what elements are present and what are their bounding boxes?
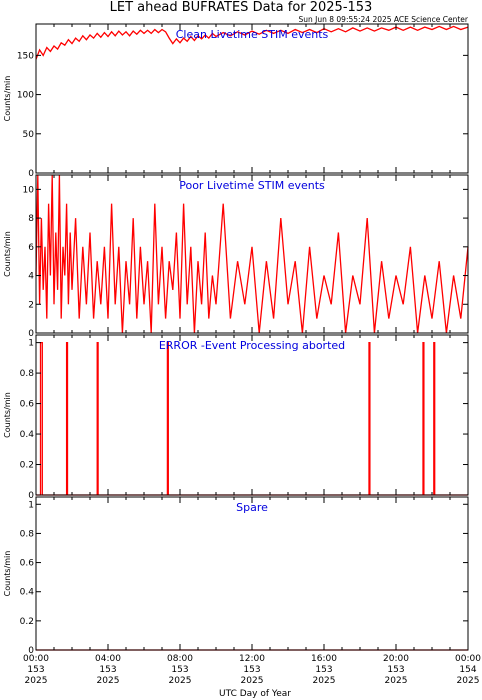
panel-frame (35, 334, 469, 496)
panel-2: 0 2 4 6 8 10 Poor Livetime STIM events Counts/m… (3, 174, 469, 339)
x-tick-label: 08:00 (167, 654, 193, 664)
panel-3: 0 0.2 0.4 0.6 0.8 1 ERROR -Event Processing ab… (3, 334, 469, 501)
panel-frame (35, 23, 469, 174)
panel-title: Spare (236, 501, 268, 514)
panel-frame (35, 496, 469, 651)
y-axis-label: Counts/min (3, 231, 12, 277)
y-tick-label: 1 (28, 339, 34, 349)
x-tick-label: 20:00 (383, 654, 409, 664)
y-tick-label: 0 (28, 169, 34, 179)
x-tick-label: 2025 (313, 676, 336, 686)
x-tick-label: 153 (171, 665, 188, 675)
x-tick-label: 16:00 (311, 654, 337, 664)
x-tick-label: 153 (315, 665, 332, 675)
x-tick-label: 2025 (25, 676, 48, 686)
y-tick-label: 50 (23, 130, 35, 140)
panel-title: ERROR -Event Processing aborted (159, 339, 345, 352)
y-tick-label: 2 (28, 300, 34, 310)
series-trace (35, 25, 469, 60)
timestamp-stamp: Sun Jun 8 09:55:24 2025 ACE Science Cent… (298, 15, 468, 24)
y-tick-label: 4 (28, 272, 34, 282)
y-tick-label: 0 (28, 329, 34, 339)
y-tick-label: 0.2 (20, 617, 34, 627)
panel-1: 0 50 100 150 Clean Livetime STIM events Count… (3, 23, 469, 179)
x-tick-label: 2025 (169, 676, 192, 686)
x-tick-label: 00:00 (455, 654, 481, 664)
y-tick-label: 150 (17, 51, 34, 61)
panel-title: Poor Livetime STIM events (179, 179, 325, 192)
x-tick-label: 153 (387, 665, 404, 675)
y-tick-label: 8 (28, 214, 34, 224)
y-axis-label: Counts/min (3, 76, 12, 122)
y-tick-label: 6 (28, 243, 34, 253)
y-tick-label: 100 (17, 91, 34, 101)
y-axis-label: Counts/min (3, 551, 12, 597)
x-tick-label: 2025 (457, 676, 480, 686)
chart-title: LET ahead BUFRATES Data for 2025-153 (110, 0, 373, 15)
series-trace (36, 341, 468, 496)
x-tick-label: 153 (243, 665, 260, 675)
x-tick-label: 153 (99, 665, 116, 675)
y-tick-label: 10 (23, 185, 35, 195)
x-tick-label: 154 (459, 665, 476, 675)
y-tick-label: 0.4 (20, 430, 35, 440)
y-tick-label: 0.6 (20, 400, 35, 410)
y-tick-label: 0.6 (20, 559, 35, 569)
y-tick-label: 0 (28, 491, 34, 501)
x-tick-label: 2025 (385, 676, 408, 686)
y-tick-label: 0.2 (20, 461, 34, 471)
x-tick-label: 153 (27, 665, 44, 675)
x-tick-labels: 00:00153202504:00153202508:00153202512:0… (23, 654, 481, 686)
x-tick-label: 2025 (241, 676, 264, 686)
y-axis-label: Counts/min (3, 392, 12, 438)
y-tick-label: 0.8 (20, 369, 35, 379)
series-trace (35, 174, 469, 334)
panel-title: Clean Livetime STIM events (176, 28, 329, 41)
x-tick-label: 12:00 (239, 654, 265, 664)
x-tick-label: 00:00 (23, 654, 49, 664)
y-tick-label: 1 (28, 500, 34, 510)
x-axis-label: UTC Day of Year (219, 689, 291, 699)
y-tick-label: 0 (28, 646, 34, 656)
panel-4: 0 0.2 0.4 0.6 0.8 1 Spare Counts/min (3, 496, 469, 656)
y-tick-label: 0.8 (20, 529, 35, 539)
y-tick-label: 0.4 (20, 588, 35, 598)
x-tick-label: 2025 (97, 676, 120, 686)
x-tick-label: 04:00 (95, 654, 121, 664)
